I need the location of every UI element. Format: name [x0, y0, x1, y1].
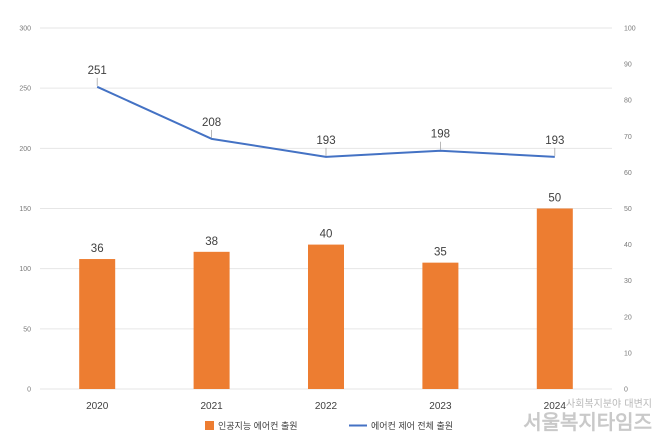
right-axis-tick-label: 0 [624, 387, 628, 394]
line-data-label: 251 [88, 65, 107, 77]
left-axis-tick-label: 100 [19, 266, 31, 273]
x-axis-category-label: 2024 [544, 401, 567, 412]
right-axis-tick-label: 80 [624, 98, 632, 105]
left-axis-tick-label: 50 [23, 326, 31, 333]
right-axis-tick-label: 10 [624, 350, 632, 357]
watermark-logo: 서울복지타임즈 [523, 410, 652, 434]
watermark: 사회복지분야 대변지 서울복지타임즈 [523, 400, 652, 433]
bar-data-label: 50 [548, 193, 561, 205]
left-axis-tick-label: 150 [19, 206, 31, 213]
left-axis-tick-label: 300 [19, 26, 31, 33]
right-axis-tick-label: 40 [624, 242, 632, 249]
x-axis-category-label: 2022 [315, 401, 338, 412]
legend-label-bar: 인공지능 에어컨 출원 [218, 421, 298, 431]
watermark-subtitle: 사회복지분야 대변지 [566, 399, 652, 410]
right-axis-tick-label: 100 [624, 26, 636, 33]
left-axis-tick-label: 200 [19, 146, 31, 153]
right-axis-tick-label: 30 [624, 278, 632, 285]
bar-data-label: 36 [91, 243, 104, 255]
bar-data-label: 40 [320, 229, 333, 241]
bar-data-label: 35 [434, 247, 447, 259]
right-axis-tick-label: 20 [624, 314, 632, 321]
bar-data-label: 38 [205, 236, 218, 248]
legend-swatch-bar [205, 421, 214, 430]
bar [193, 251, 230, 389]
line-data-label: 208 [202, 117, 221, 129]
right-axis-tick-label: 50 [624, 206, 632, 213]
bar [536, 208, 573, 389]
bar [422, 262, 459, 389]
x-axis-category-label: 2021 [200, 401, 223, 412]
x-axis-category-label: 2020 [86, 401, 109, 412]
bar [79, 259, 116, 389]
right-axis-tick-label: 60 [624, 170, 632, 177]
left-axis-tick-label: 250 [19, 86, 31, 93]
x-axis-category-label: 2023 [429, 401, 452, 412]
left-axis-tick-label: 0 [27, 387, 31, 394]
right-axis-tick-label: 90 [624, 62, 632, 69]
line-data-label: 193 [316, 135, 335, 147]
line-data-label: 193 [545, 135, 564, 147]
legend-label-line: 에어컨 제어 전체 출원 [371, 421, 453, 431]
bar [308, 244, 344, 389]
line-series [96, 85, 555, 158]
right-axis-tick-label: 70 [624, 134, 632, 141]
line-data-label: 198 [431, 129, 450, 141]
